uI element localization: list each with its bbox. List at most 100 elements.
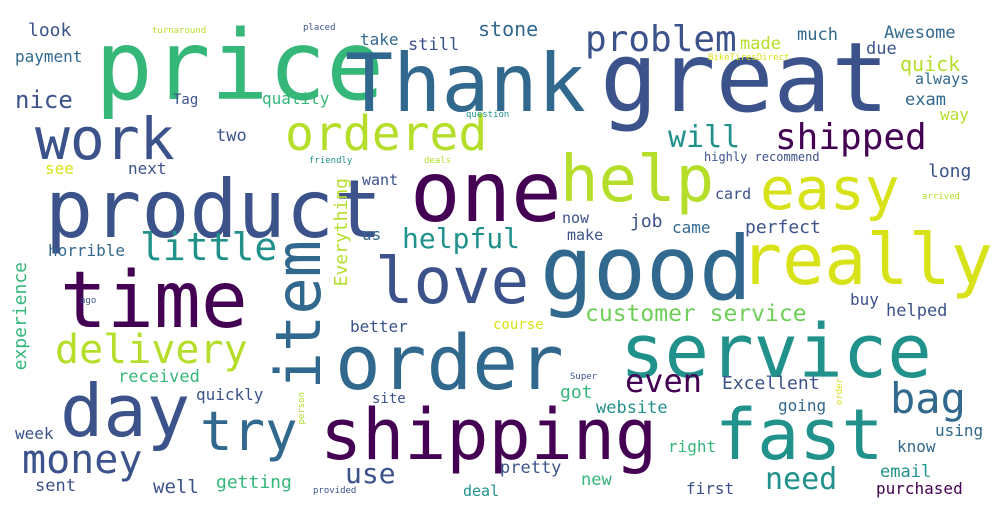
- word-work: work: [35, 105, 175, 173]
- word-came: came: [672, 218, 711, 237]
- word-getting: getting: [216, 472, 292, 493]
- word-due: due: [866, 39, 897, 59]
- word-order-small: order: [835, 378, 845, 406]
- word-deals: deals: [424, 156, 452, 166]
- word-shipping: shipping: [320, 394, 658, 476]
- word-exam: exam: [905, 90, 946, 110]
- word-using: using: [935, 421, 984, 440]
- word-helped: helped: [886, 301, 948, 321]
- word-nice: nice: [15, 86, 73, 114]
- word-highly-recommend: highly recommend: [704, 150, 820, 164]
- word-quality: quality: [262, 89, 330, 108]
- word-price: price: [95, 10, 384, 122]
- word-us: us: [362, 225, 382, 244]
- word-received: received: [118, 367, 200, 387]
- word-item: item: [262, 240, 335, 390]
- word-quick: quick: [900, 52, 961, 76]
- word-course: course: [493, 317, 544, 333]
- word-see: see: [45, 159, 74, 178]
- word-sent: sent: [35, 476, 76, 496]
- word-look: look: [28, 20, 72, 41]
- word-pretty: pretty: [500, 458, 562, 478]
- word-horrible: horrible: [48, 241, 126, 260]
- word-now: now: [562, 209, 590, 227]
- word-person: person: [297, 392, 307, 425]
- word-friendly: friendly: [309, 156, 353, 166]
- word-love: love: [375, 245, 530, 319]
- word-ago: ago: [80, 296, 97, 306]
- word-still: still: [408, 35, 460, 55]
- word-super: Super: [570, 372, 598, 382]
- word-one: one: [410, 143, 562, 241]
- word-purchased: purchased: [876, 479, 963, 498]
- word-helpful: helpful: [402, 222, 521, 255]
- word-placed: placed: [303, 23, 336, 33]
- word-problem: problem: [585, 19, 737, 60]
- word-question: question: [466, 110, 510, 120]
- word-excellent: Excellent: [722, 373, 820, 394]
- word-better: better: [350, 317, 408, 336]
- word-order: order: [335, 318, 564, 407]
- word-use: use: [345, 457, 396, 490]
- word-easy: easy: [760, 155, 900, 223]
- word-first: first: [686, 479, 735, 498]
- word-know: know: [897, 437, 936, 456]
- word-will: will: [668, 120, 741, 155]
- word-long: long: [928, 161, 972, 182]
- word-payment: payment: [15, 47, 83, 66]
- word-made: made: [740, 34, 781, 54]
- word-week: week: [15, 424, 54, 443]
- word-ordered: ordered: [285, 106, 488, 162]
- word-well: well: [153, 476, 199, 498]
- word-job: job: [630, 211, 663, 232]
- word-product: product: [45, 163, 383, 256]
- word-bag: bag: [890, 374, 966, 423]
- word-arrived: arrived: [922, 192, 960, 202]
- word-really: really: [740, 219, 993, 301]
- word-site: site: [372, 391, 406, 407]
- word-card: card: [715, 185, 752, 203]
- word-great: great: [600, 22, 889, 134]
- word-even: even: [625, 362, 703, 400]
- word-always: always: [915, 70, 970, 88]
- word-way: way: [940, 105, 969, 124]
- word-experience: experience: [10, 262, 31, 371]
- word-new: new: [581, 470, 612, 490]
- word-take: take: [360, 30, 399, 49]
- word-turnaround: turnaround: [152, 26, 207, 36]
- word-good: good: [540, 217, 752, 320]
- word-everything: Everything: [331, 178, 352, 287]
- word-buy: buy: [850, 290, 879, 309]
- word-help: help: [560, 143, 715, 217]
- word-quickly: quickly: [196, 385, 264, 404]
- word-service: service: [620, 309, 932, 395]
- word-email: email: [880, 462, 932, 482]
- word-shipped: shipped: [775, 117, 927, 158]
- word-try: try: [200, 400, 298, 463]
- word-tag: Tag: [173, 92, 199, 108]
- word-perfect: perfect: [745, 217, 821, 238]
- word-website: website: [596, 398, 668, 418]
- word-deal: deal: [463, 482, 500, 500]
- word-fast: fast: [715, 394, 884, 476]
- word-need: need: [765, 462, 838, 497]
- word-going: going: [778, 396, 827, 415]
- word-money: money: [22, 437, 143, 483]
- word-awesome: Awesome: [884, 23, 956, 43]
- word-provided: provided: [313, 486, 357, 496]
- word-got: got: [560, 382, 593, 403]
- word-stone: stone: [478, 17, 539, 41]
- word-two: two: [216, 126, 247, 146]
- word-customer-service: customer service: [585, 301, 807, 327]
- word-day: day: [60, 369, 191, 453]
- word-time: time: [60, 256, 248, 346]
- word-right: right: [668, 437, 717, 456]
- word-make: make: [567, 226, 604, 244]
- word-want: want: [362, 171, 399, 189]
- word-biketiresdirect: BikeTiresDirect: [708, 53, 790, 63]
- word-little: little: [140, 225, 278, 269]
- word-much: much: [797, 25, 838, 45]
- word-next: next: [128, 159, 167, 178]
- word-delivery: delivery: [55, 327, 248, 373]
